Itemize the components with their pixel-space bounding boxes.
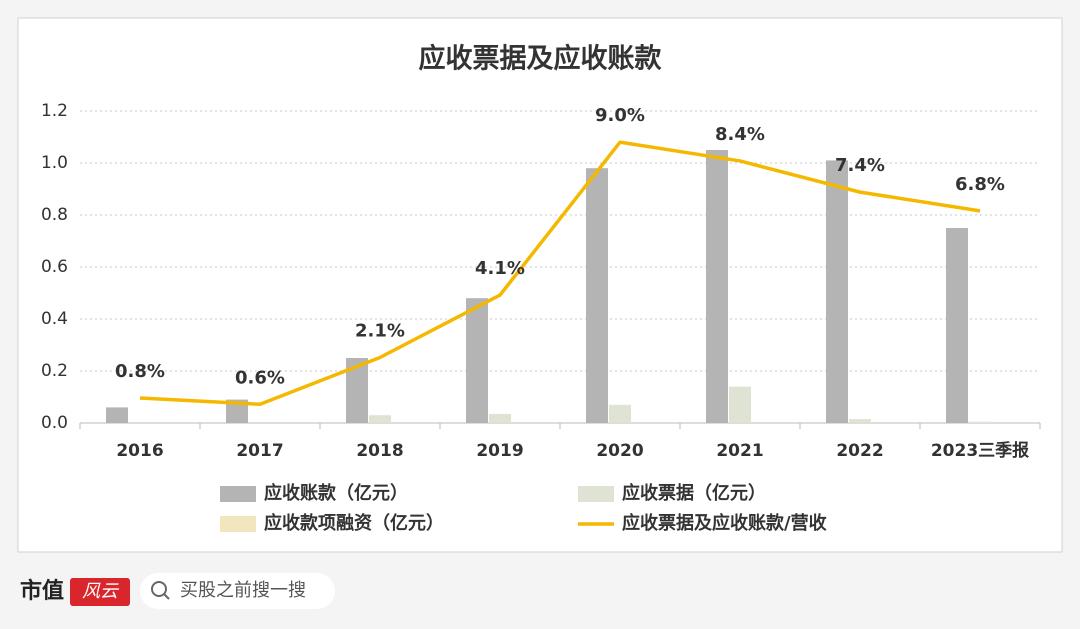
search-icon <box>151 581 167 597</box>
legend-label: 应收票据及应收账款/营收 <box>622 512 827 534</box>
footer-logo: 风云 <box>82 581 120 602</box>
y-tick-label: 0.2 <box>41 361 68 381</box>
y-tick-label: 0.0 <box>41 413 68 433</box>
data-label: 6.8% <box>955 174 1005 195</box>
y-tick-label: 0.6 <box>41 257 68 277</box>
bar <box>729 386 751 423</box>
search-icon-handle <box>163 593 170 600</box>
search-box[interactable] <box>140 573 335 609</box>
search-text: 买股之前搜一搜 <box>180 580 306 601</box>
x-tick-label: 2017 <box>236 441 283 461</box>
bar <box>226 399 248 423</box>
bar <box>106 407 128 423</box>
bar <box>946 228 968 423</box>
data-label: 4.1% <box>475 258 525 279</box>
chart-title: 应收票据及应收账款 <box>419 43 663 75</box>
data-label: 8.4% <box>715 124 765 145</box>
x-tick-label: 2021 <box>716 441 763 461</box>
bar <box>369 415 391 423</box>
legend-label: 应收账款（亿元） <box>264 482 408 504</box>
data-label: 2.1% <box>355 320 405 341</box>
y-tick-label: 0.8 <box>41 205 68 225</box>
x-tick-label: 2019 <box>476 441 523 461</box>
y-tick-label: 1.0 <box>41 153 68 173</box>
bar <box>969 421 991 423</box>
bar <box>346 358 368 423</box>
legend-swatch <box>578 486 614 502</box>
bar <box>826 160 848 423</box>
bar <box>706 150 728 423</box>
bar <box>586 168 608 423</box>
chart-card <box>17 17 1063 553</box>
legend-swatch <box>220 516 256 532</box>
legend-swatch <box>220 486 256 502</box>
bar <box>849 419 871 423</box>
x-tick-label: 2018 <box>356 441 403 461</box>
bar <box>609 404 631 423</box>
footer-brand: 市值 <box>20 578 64 604</box>
legend-label: 应收票据（亿元） <box>622 482 766 504</box>
y-tick-label: 1.2 <box>41 101 68 121</box>
data-label: 7.4% <box>835 155 885 176</box>
bar <box>489 413 511 423</box>
line-series <box>139 140 981 407</box>
x-tick-label: 2022 <box>836 441 883 461</box>
y-tick-label: 0.4 <box>41 309 68 329</box>
legend-label: 应收款项融资（亿元） <box>264 512 444 534</box>
data-label: 0.8% <box>115 361 165 382</box>
x-tick-label: 2023三季报 <box>931 440 1029 461</box>
data-label: 9.0% <box>595 105 645 126</box>
bar <box>466 298 488 423</box>
footer-logo-box <box>70 578 130 606</box>
x-tick-label: 2020 <box>596 441 643 461</box>
data-label: 0.6% <box>235 367 285 388</box>
x-tick-label: 2016 <box>116 441 163 461</box>
